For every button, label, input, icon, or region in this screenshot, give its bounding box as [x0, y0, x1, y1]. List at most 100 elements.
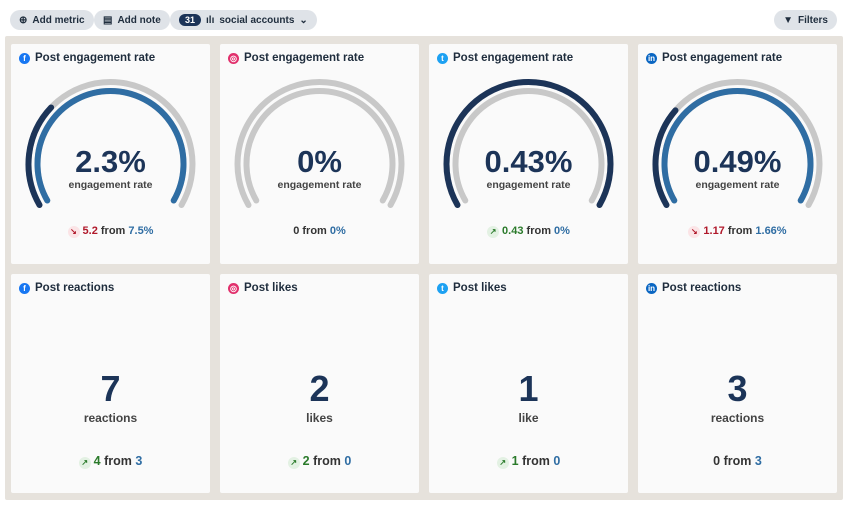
gauge-current-arc [443, 78, 614, 208]
change-value: 2 [302, 454, 310, 468]
metric-unit: engagement rate [68, 179, 153, 191]
plus-circle-icon: ⊕ [19, 14, 28, 26]
card-title: f Post reactions [19, 282, 114, 294]
metric-value: 0% [297, 144, 342, 179]
add-metric-button[interactable]: ⊕ Add metric [10, 10, 94, 30]
metric-value: 0.49% [693, 144, 782, 179]
gauge-chart [443, 78, 614, 208]
metric-value: 7 [100, 368, 121, 409]
toolbar: ⊕ Add metric ▤ Add note 31 ılı social accoun… [10, 10, 837, 30]
twitter-icon: t [437, 282, 448, 294]
add-note-label: Add note [117, 14, 161, 26]
change-value: 1.17 [703, 225, 725, 237]
metric-value: 2.3% [75, 144, 146, 179]
card-title: in Post engagement rate [646, 52, 782, 64]
previous-value: 7.5% [128, 225, 154, 237]
filter-icon: ▼ [783, 14, 793, 26]
metric-change: 0 from 3 [638, 454, 837, 468]
card-title-text: Post engagement rate [662, 52, 783, 64]
arrow-up-icon: ↗ [496, 457, 509, 469]
arrow-down-icon: ↘ [688, 226, 701, 238]
card-title: ◎ Post engagement rate [228, 52, 364, 64]
change-value: 4 [93, 454, 101, 468]
accounts-label: social accounts [219, 14, 295, 26]
gauge-previous-arc [661, 88, 814, 204]
change-value: 0 [713, 454, 721, 468]
accounts-count-badge: 31 [179, 14, 202, 26]
metric-change: ↘ 5.2 from 7.5% [11, 225, 210, 238]
change-value: 1 [511, 454, 519, 468]
card-title-text: Post engagement rate [244, 52, 365, 64]
previous-value: 0% [554, 225, 570, 237]
gauge-previous-track [243, 88, 396, 204]
twitter-icon: t [437, 52, 448, 64]
card-title: f Post engagement rate [19, 52, 155, 64]
metric-unit: reactions [83, 411, 138, 425]
arrow-down-icon: ↘ [67, 226, 80, 238]
metric-change: ↗ 4 from 3 [11, 454, 210, 469]
facebook-icon: f [19, 52, 30, 64]
arrow-up-icon: ↗ [487, 226, 500, 238]
gauge-previous-track [452, 88, 605, 204]
from-label: from [526, 225, 551, 237]
metric-change: ↗ 2 from 0 [220, 454, 419, 469]
from-label: from [723, 454, 752, 468]
filters-label: Filters [797, 14, 828, 26]
count-card[interactable]: t Post likes 1 like ↗ 1 from 0 [429, 274, 628, 493]
gauge-current-arc [25, 104, 55, 208]
add-metric-label: Add metric [32, 14, 85, 26]
from-label: from [104, 454, 132, 468]
bar-chart-icon: ılı [206, 14, 215, 26]
card-title-text: Post engagement rate [453, 52, 574, 64]
metric-unit: reactions [710, 411, 765, 425]
instagram-icon: ◎ [228, 52, 239, 64]
metric-unit: like [518, 411, 539, 425]
linkedin-icon: in [646, 52, 657, 64]
from-label: from [727, 225, 753, 237]
gauge-chart [25, 78, 196, 208]
arrow-up-icon: ↗ [78, 457, 91, 469]
count-card[interactable]: ◎ Post likes 2 likes ↗ 2 from 0 [220, 274, 419, 493]
card-title-text: Post reactions [35, 282, 115, 294]
engagement-rate-card[interactable]: t Post engagement rate 0.43% engagement rat… [429, 44, 628, 264]
metric-unit: likes [306, 411, 333, 425]
from-label: from [100, 225, 126, 237]
facebook-icon: f [19, 282, 30, 294]
card-title-text: Post reactions [662, 282, 742, 294]
linkedin-icon: in [646, 282, 657, 294]
engagement-rate-card[interactable]: f Post engagement rate 2.3% engagement rate… [11, 44, 210, 264]
metric-change: ↗ 1 from 0 [429, 454, 628, 469]
gauge-chart [652, 78, 823, 208]
from-label: from [302, 225, 327, 237]
metric-unit: engagement rate [277, 179, 362, 191]
filters-button[interactable]: ▼ Filters [774, 10, 837, 30]
engagement-rate-card[interactable]: in Post engagement rate 0.49% engagement ra… [638, 44, 837, 264]
social-accounts-dropdown[interactable]: 31 ılı social accounts ⌄ [170, 10, 317, 30]
metric-value: 3 [727, 368, 748, 409]
card-title-text: Post likes [244, 282, 298, 294]
metric-change: ↗ 0.43 from 0% [429, 225, 628, 238]
change-value: 0 [293, 225, 300, 237]
card-title-text: Post engagement rate [35, 52, 156, 64]
from-label: from [522, 454, 550, 468]
add-note-button[interactable]: ▤ Add note [94, 10, 170, 30]
note-icon: ▤ [103, 14, 113, 26]
card-title: in Post reactions [646, 282, 741, 294]
gauge-chart [234, 78, 405, 208]
card-title: t Post likes [437, 282, 507, 294]
card-title: ◎ Post likes [228, 282, 298, 294]
metric-value: 1 [518, 368, 539, 409]
arrow-up-icon: ↗ [287, 457, 300, 469]
instagram-icon: ◎ [228, 282, 239, 294]
card-title: t Post engagement rate [437, 52, 573, 64]
engagement-rate-card[interactable]: ◎ Post engagement rate 0% engagement rate 0 … [220, 44, 419, 264]
gauge-previous-arc [34, 88, 187, 204]
metric-change: 0 from 0% [220, 225, 419, 237]
previous-value: 3 [135, 454, 143, 468]
metric-value: 0.43% [484, 144, 573, 179]
metric-change: ↘ 1.17 from 1.66% [638, 225, 837, 238]
previous-value: 1.66% [755, 225, 787, 237]
from-label: from [313, 454, 341, 468]
count-card[interactable]: f Post reactions 7 reactions ↗ 4 from 3 [11, 274, 210, 493]
count-card[interactable]: in Post reactions 3 reactions 0 from 3 [638, 274, 837, 493]
